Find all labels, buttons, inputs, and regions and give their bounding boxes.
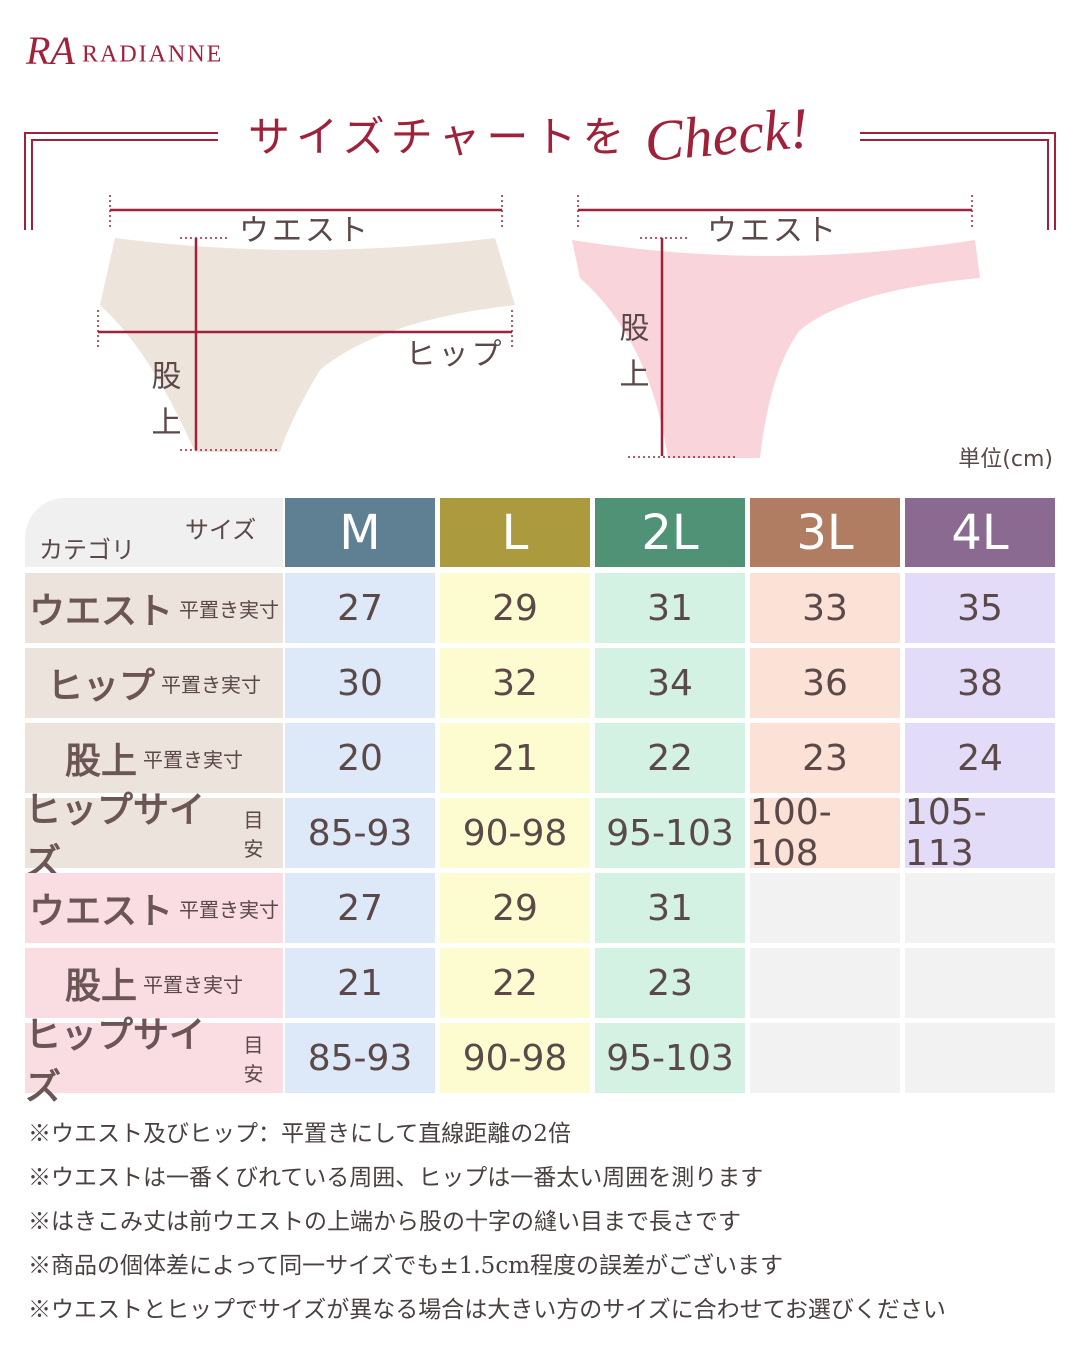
row-note: 平置き実寸: [161, 672, 261, 697]
row-label: 股上 平置き実寸: [25, 723, 283, 793]
corner: サイズ カテゴリ: [25, 498, 283, 567]
diagram-label: 上: [152, 406, 185, 441]
cell: 22: [440, 948, 590, 1018]
cell: 90-98: [440, 798, 590, 868]
column-header: 2L: [595, 498, 745, 567]
row-note: 平置き実寸: [179, 897, 279, 922]
diagram-label: ウエスト: [239, 214, 371, 249]
note: ※ウエストとヒップでサイズが異なる場合は大きい方のサイズに合わせてお選びください: [28, 1297, 946, 1323]
cell: 90-98: [440, 1023, 590, 1093]
column-header: 3L: [750, 498, 900, 567]
row-name: ヒップサイズ: [25, 1015, 206, 1108]
row-label: 股上 平置き実寸: [25, 948, 283, 1018]
cell: 30: [285, 648, 435, 718]
title: サイズチャートを: [248, 113, 630, 162]
cell: 29: [440, 873, 590, 943]
diagram-label: 股: [620, 312, 653, 347]
cell: 95-103: [595, 1023, 745, 1093]
row-note: 目安: [243, 1033, 264, 1086]
cell: 85-93: [285, 798, 435, 868]
cell: 23: [750, 723, 900, 793]
unit: 単位(cm): [958, 447, 1053, 470]
corner-size: サイズ: [185, 516, 257, 544]
cell: 27: [285, 573, 435, 643]
empty-cell: [905, 1023, 1055, 1093]
note: ※はきこみ丈は前ウエストの上端から股の十字の縫い目まで長さです: [28, 1209, 741, 1235]
row-label: ヒップサイズ 目安: [25, 790, 283, 883]
row-name: ヒップ: [46, 666, 155, 707]
empty-cell: [750, 873, 900, 943]
cell: 95-103: [595, 798, 745, 868]
cell: 22: [595, 723, 745, 793]
row-name: 股上: [64, 741, 137, 782]
empty-cell: [905, 873, 1055, 943]
note: ※商品の個体差によって同一サイズでも±1.5cm程度の誤差がございます: [28, 1253, 784, 1279]
row-name: ヒップサイズ: [25, 790, 206, 883]
notes: ※ウエスト及びヒップ：平置きにして直線距離の2倍 ※ウエストは一番くびれている周囲…: [28, 1112, 946, 1332]
column-header: 4L: [905, 498, 1055, 567]
empty-cell: [750, 1023, 900, 1093]
row-label: ウエスト 平置き実寸: [25, 873, 283, 943]
corner-category: カテゴリ: [39, 536, 135, 564]
guides: [97, 195, 973, 458]
diagram-label: ウエスト: [707, 214, 839, 249]
cell: 21: [285, 948, 435, 1018]
diagram-label: ヒップ: [406, 338, 505, 373]
row-label: ヒップ 平置き実寸: [25, 648, 283, 718]
brief-shape: [100, 238, 515, 452]
cell: 34: [595, 648, 745, 718]
logo-mark: RA: [25, 28, 75, 73]
cell: 36: [750, 648, 900, 718]
cell: 100-108: [750, 792, 900, 874]
cell: 33: [750, 573, 900, 643]
row-name: ウエスト: [28, 891, 173, 932]
row-note: 平置き実寸: [143, 972, 243, 997]
row-label: ウエスト 平置き実寸: [25, 573, 283, 643]
cell: 38: [905, 648, 1055, 718]
frame: [24, 132, 1056, 230]
cell: 31: [595, 573, 745, 643]
row-note: 平置き実寸: [179, 597, 279, 622]
title-script: Check!: [642, 95, 811, 174]
cell: 105-113: [905, 792, 1055, 874]
header-graphics: RA RADIANNE サイズチャートを Check! ウエスト ヒップ 股 上…: [24, 28, 1056, 470]
cell: 23: [595, 948, 745, 1018]
cell: 35: [905, 573, 1055, 643]
empty-cell: [750, 948, 900, 1018]
cell: 32: [440, 648, 590, 718]
column-header: L: [440, 498, 590, 567]
cell: 29: [440, 573, 590, 643]
cell: 21: [440, 723, 590, 793]
cell: 27: [285, 873, 435, 943]
brand-name: RADIANNE: [82, 42, 223, 68]
empty-cell: [905, 948, 1055, 1018]
row-name: ウエスト: [28, 591, 173, 632]
cell: 85-93: [285, 1023, 435, 1093]
diagram-label: 股: [152, 360, 185, 395]
diagram-label: 上: [620, 358, 653, 393]
cell: 31: [595, 873, 745, 943]
row-label: ヒップサイズ 目安: [25, 1015, 283, 1108]
thong-shape: [572, 240, 980, 458]
note: ※ウエストは一番くびれている周囲、ヒップは一番太い周囲を測ります: [28, 1165, 764, 1191]
note: ※ウエスト及びヒップ：平置きにして直線距離の2倍: [28, 1121, 571, 1147]
cell: 20: [285, 723, 435, 793]
row-note: 目安: [243, 808, 264, 861]
cell: 24: [905, 723, 1055, 793]
row-note: 平置き実寸: [143, 747, 243, 772]
column-header: M: [285, 498, 435, 567]
measure-lines: [98, 208, 972, 456]
row-name: 股上: [64, 966, 137, 1007]
